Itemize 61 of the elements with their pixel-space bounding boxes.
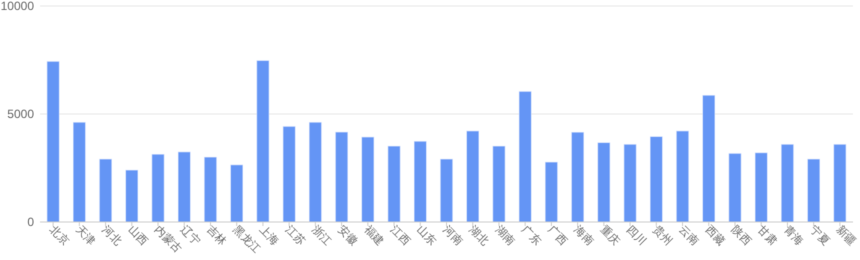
bar [282,126,296,222]
bar [650,136,663,222]
x-tick-label: 北京 [46,222,72,248]
y-tick-label: 10000 [0,0,34,13]
bar [834,144,846,222]
bar [781,144,794,222]
bar [309,122,322,222]
x-tick-label: 贵州 [650,222,675,248]
x-tick-label: 山东 [414,222,439,248]
x-tick-label: 陕西 [728,222,754,248]
x-tick-label: 青海 [781,222,806,248]
bar [492,146,506,222]
bar [571,132,584,222]
bar [466,130,480,222]
bar [230,164,244,222]
x-tick-label: 云南 [676,222,702,248]
bar [414,141,427,222]
bar [598,142,610,222]
bar [256,60,270,222]
x-tick-label: 浙江 [309,222,334,248]
bar [152,154,164,222]
x-tick-label: 河北 [99,222,124,248]
x-tick-label: 新疆 [834,222,859,248]
x-tick-label: 天津 [73,222,98,248]
x-tick-label: 西藏 [702,222,728,248]
x-tick-label: 海南 [572,222,596,248]
x-tick-label: 江苏 [283,222,308,248]
bar [178,152,191,222]
x-tick-label: 福建 [362,222,386,248]
y-tick-label: 5000 [7,107,34,121]
x-tick-label: 吉林 [204,222,230,248]
x-tick-label: 广东 [519,222,544,248]
bar [728,153,742,222]
x-tick-label: 安徽 [335,222,360,248]
x-tick-label: 湖北 [466,222,492,248]
x-tick-label: 河南 [440,222,466,248]
x-tick-label: 山西 [126,222,150,248]
x-tick-label: 广西 [545,222,570,248]
bar [388,146,400,222]
bar [702,95,716,222]
y-tick-label: 0 [27,215,34,229]
x-tick-label: 重庆 [598,222,622,248]
bar [204,156,217,222]
x-tick-label: 宁夏 [808,222,832,248]
bar [99,158,112,222]
bar [807,158,820,222]
bar [754,152,768,222]
x-tick-label: 江西 [388,222,413,248]
bar [518,91,532,222]
bar [545,162,558,222]
bar [335,132,348,222]
x-tick-label: 四川 [624,222,649,248]
bar [125,170,138,222]
bar [440,158,453,222]
bar [46,61,60,222]
bar [73,122,86,222]
bar [361,136,374,222]
x-tick-label: 湖南 [492,222,518,248]
x-tick-label: 甘肃 [755,222,780,248]
bar [624,144,636,222]
bar [676,130,689,222]
